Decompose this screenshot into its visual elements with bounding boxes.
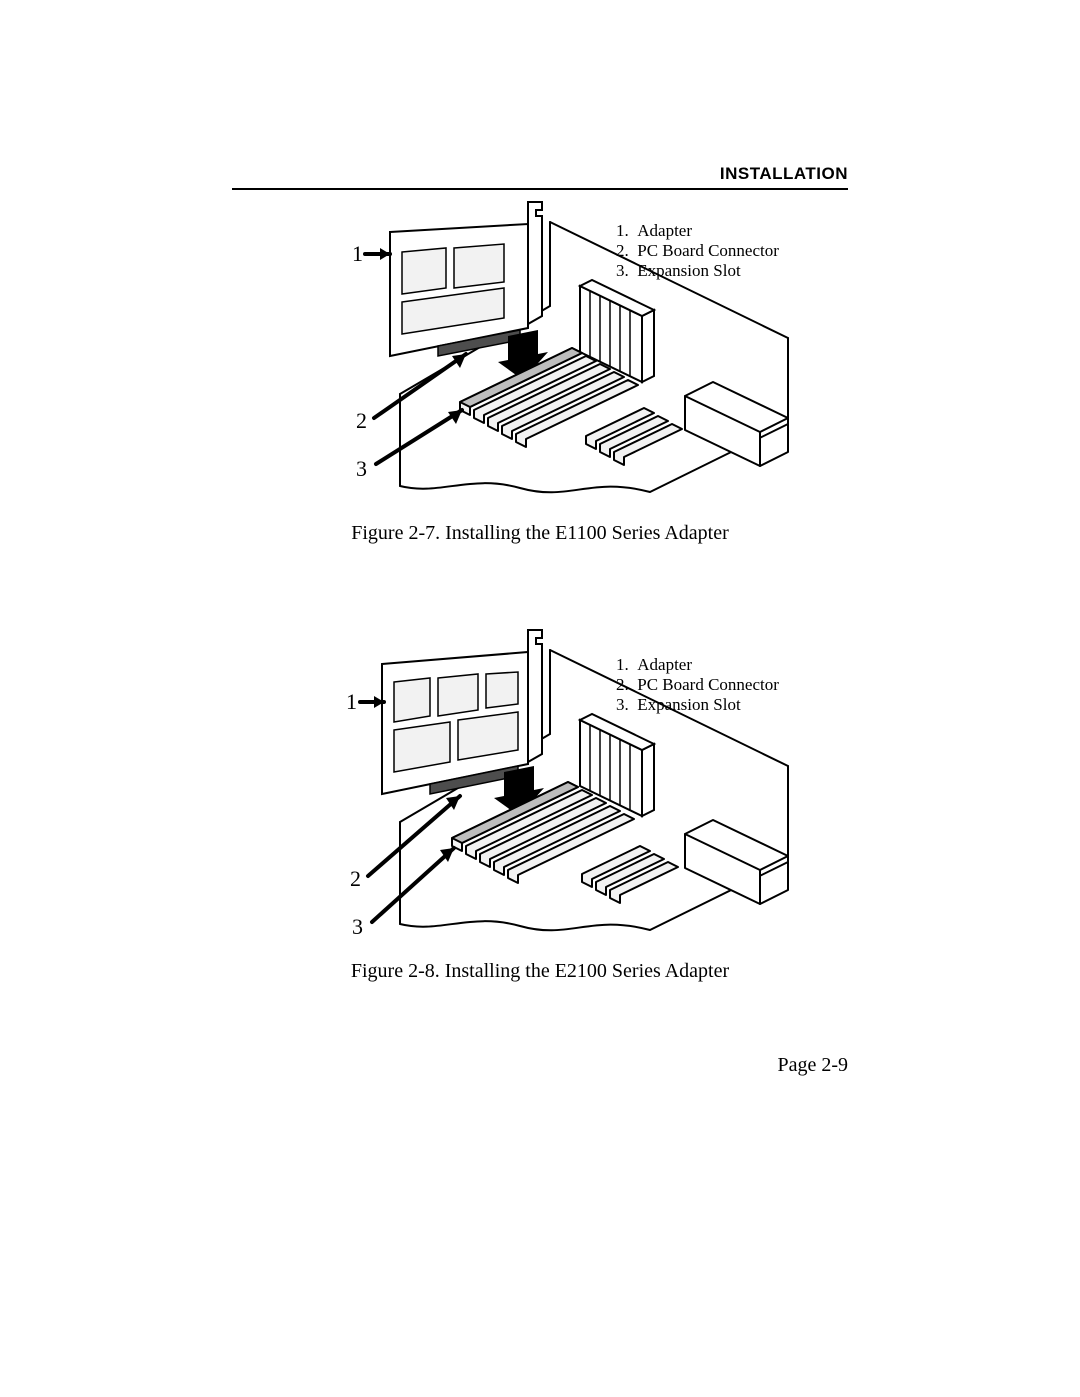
legend: 1. Adapter 2. PC Board Connector 3. Expa… [616,655,779,714]
callout-1: 1 [352,241,363,266]
callout-numbers: 1 2 3 [346,689,363,939]
header-title: INSTALLATION [232,164,848,184]
figure-2-8: 1 2 3 1. Adapter 2. PC Board Connector 3… [232,624,848,983]
callout-numbers: 1 2 3 [352,241,367,481]
page-header: INSTALLATION [232,164,848,190]
callout-3: 3 [352,914,363,939]
callout-2: 2 [350,866,361,891]
riser-block [580,280,654,382]
page-number: Page 2-9 [777,1054,848,1077]
page: INSTALLATION [0,0,1080,1397]
figure-2-7: 1 2 3 1. Adapter 2. PC Board Connector 3… [232,196,848,545]
svg-text:3. Expansion Slot: 3. Expansion Slot [616,261,741,280]
figure-2-8-caption: Figure 2-8. Installing the E2100 Series … [232,960,848,983]
header-rule [232,188,848,190]
adapter-card [390,202,542,356]
callout-3: 3 [356,456,367,481]
callout-2: 2 [356,408,367,433]
svg-text:1. Adapter: 1. Adapter [616,221,692,240]
svg-text:3. Expansion Slot: 3. Expansion Slot [616,695,741,714]
figure-2-7-caption: Figure 2-7. Installing the E1100 Series … [232,522,848,545]
legend: 1. Adapter 2. PC Board Connector 3. Expa… [616,221,779,280]
figure-2-8-illustration: 1 2 3 1. Adapter 2. PC Board Connector 3… [290,624,790,944]
figure-2-7-illustration: 1 2 3 1. Adapter 2. PC Board Connector 3… [290,196,790,506]
svg-text:1. Adapter: 1. Adapter [616,655,692,674]
svg-text:2. PC Board Connector: 2. PC Board Connector [616,241,779,260]
callout-1: 1 [346,689,357,714]
svg-text:2. PC Board Connector: 2. PC Board Connector [616,675,779,694]
